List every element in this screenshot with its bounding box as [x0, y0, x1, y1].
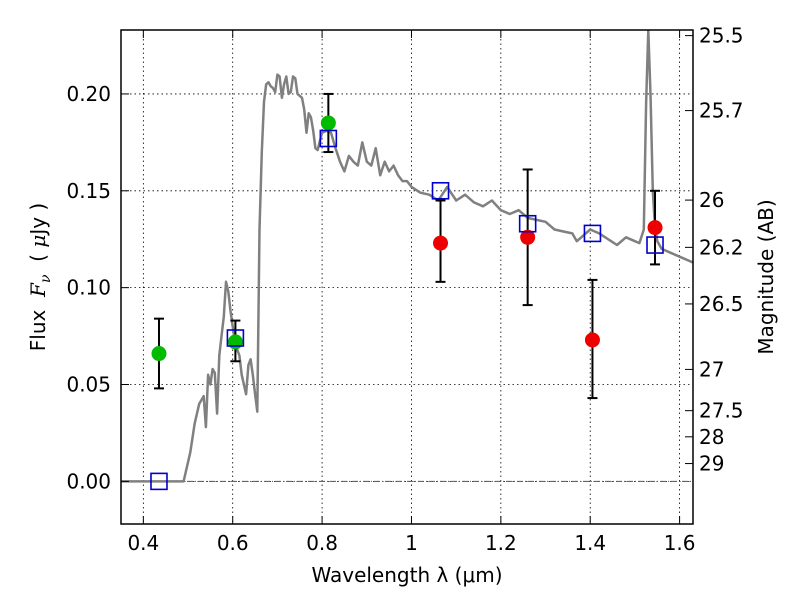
right-tick-label: 26 [699, 188, 724, 212]
y-axis-ticks: 0.00 0.05 0.10 0.15 0.20 [66, 82, 129, 493]
right-axis-ticks: 25.5 25.7 26 26.2 26.5 27 27.528 29 [685, 24, 744, 476]
model-spectrum-line [121, 30, 693, 483]
x-axis-ticks: 0.4 0.6 0.8 1 1.2 1.4 1.6 [127, 30, 696, 555]
model-flux-square [226, 329, 245, 347]
right-tick-label: 29 [699, 452, 724, 476]
x-tick-label: 0.8 [306, 531, 338, 555]
right-tick-label: 26.2 [699, 235, 744, 259]
model-flux-square [150, 472, 168, 491]
right-axis-label: Magnitude (AB) [754, 199, 778, 354]
y-tick-label: 0.20 [66, 82, 111, 106]
y-tick-label: 0.10 [66, 276, 111, 300]
x-tick-label: 1.6 [664, 531, 696, 555]
red-flux-point [584, 332, 600, 348]
model-flux-square [431, 181, 450, 200]
data-points [150, 115, 664, 491]
model-flux-square [646, 236, 664, 254]
y-tick-label: 0.05 [66, 373, 111, 397]
y-tick-label: 0.00 [66, 469, 111, 493]
red-flux-point [520, 229, 536, 245]
grid-lines [121, 30, 693, 524]
x-tick-label: 1.2 [485, 531, 517, 555]
model-flux-square [583, 224, 602, 243]
red-flux-point [433, 235, 449, 251]
model-flux-square [518, 214, 537, 233]
model-spectrum [121, 30, 693, 483]
x-axis-label: Wavelength λ (μm) [311, 563, 502, 587]
right-tick-label: 28 [699, 425, 724, 449]
x-tick-label: 0.4 [127, 531, 159, 555]
y-axis-label: Flux Fν ( μJy ) [26, 203, 54, 351]
x-tick-label: 0.6 [217, 531, 249, 555]
right-tick-label: 27.5 [699, 399, 744, 423]
green-flux-point [320, 115, 336, 131]
x-tick-label: 1 [405, 531, 418, 555]
model-flux-square [319, 129, 338, 148]
x-tick-label: 1.4 [574, 531, 606, 555]
right-tick-label: 26.5 [699, 292, 744, 316]
plot-frame [120, 29, 694, 525]
svg-text:Flux Fν ( μJy ): Flux Fν ( μJy ) [26, 203, 54, 351]
right-tick-label: 27 [699, 357, 724, 381]
error-bars [153, 92, 661, 400]
red-flux-point [647, 220, 663, 236]
green-flux-point [227, 334, 243, 350]
green-flux-point [151, 346, 167, 362]
y-tick-label: 0.15 [66, 179, 111, 203]
right-tick-label: 25.5 [699, 24, 744, 48]
right-tick-label: 25.7 [699, 99, 744, 123]
